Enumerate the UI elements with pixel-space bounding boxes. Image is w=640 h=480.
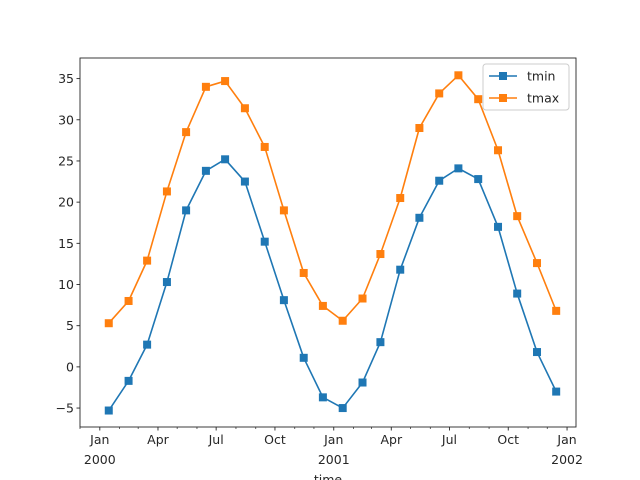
data-point-tmin xyxy=(338,404,347,413)
data-point-tmax xyxy=(221,77,230,86)
series-line-tmax xyxy=(108,74,557,324)
data-point-tmin xyxy=(201,166,210,175)
x-tick-label: Jul xyxy=(441,432,457,447)
legend-swatch-marker xyxy=(499,72,507,80)
x-tick-label: Jul xyxy=(208,432,224,447)
data-point-tmax xyxy=(513,212,522,221)
data-point-tmin xyxy=(474,175,483,184)
data-point-tmax xyxy=(162,187,171,196)
data-point-tmin xyxy=(240,177,249,186)
data-point-tmin xyxy=(513,289,522,298)
x-tick-label: Oct xyxy=(264,432,286,447)
y-tick-label: 20 xyxy=(58,195,74,210)
data-point-tmin xyxy=(552,387,561,396)
data-point-tmin xyxy=(279,296,288,305)
y-tick-label: 15 xyxy=(58,236,74,251)
y-tick-label: 10 xyxy=(58,277,74,292)
x-tick-label: Jan xyxy=(556,432,576,447)
data-point-tmin xyxy=(104,406,113,415)
data-point-tmax xyxy=(260,142,269,151)
data-point-tmax xyxy=(415,124,424,133)
data-point-tmax xyxy=(474,95,483,104)
data-point-tmin xyxy=(533,348,542,357)
data-point-tmin xyxy=(143,340,152,349)
axes-frame xyxy=(79,57,577,428)
x-tick-year-label: 2001 xyxy=(318,452,350,467)
y-tick-label: 5 xyxy=(66,318,74,333)
data-point-tmax xyxy=(552,306,561,315)
y-tick-label: −5 xyxy=(56,401,74,416)
data-point-tmax xyxy=(143,256,152,265)
x-tick-year-label: 2002 xyxy=(551,452,583,467)
data-point-tmin xyxy=(299,353,308,362)
legend-swatch-marker xyxy=(499,94,507,102)
data-point-tmax xyxy=(494,146,503,155)
data-point-tmax xyxy=(279,206,288,215)
data-point-tmax xyxy=(396,194,405,203)
data-point-tmin xyxy=(435,176,444,185)
y-axis-ticks: −5 0 5 10 15 20 25 30 35 xyxy=(56,71,80,416)
series-tmax xyxy=(104,71,561,328)
data-point-tmax xyxy=(201,82,210,91)
y-tick-label: 25 xyxy=(58,153,74,168)
y-tick-label: 0 xyxy=(66,359,74,374)
data-point-tmax xyxy=(454,71,463,80)
data-point-tmax xyxy=(299,268,308,277)
data-point-tmax xyxy=(182,128,191,137)
y-tick-label: 30 xyxy=(58,112,74,127)
series-line-tmin xyxy=(108,158,557,411)
data-point-tmin xyxy=(376,338,385,347)
legend: tmin tmax xyxy=(482,63,570,111)
data-point-tmax xyxy=(124,296,133,305)
data-point-tmin xyxy=(415,213,424,222)
data-point-tmax xyxy=(376,250,385,259)
data-point-tmax xyxy=(358,294,367,303)
data-point-tmin xyxy=(221,155,230,164)
legend-label: tmin xyxy=(527,69,555,84)
legend-item-tmax: tmax xyxy=(489,91,559,106)
legend-item-tmin: tmin xyxy=(489,69,555,84)
data-point-tmax xyxy=(240,104,249,113)
x-tick-year-label: 2000 xyxy=(84,452,116,467)
x-tick-label: Apr xyxy=(147,432,169,447)
data-point-tmax xyxy=(435,89,444,98)
data-point-tmin xyxy=(260,237,269,246)
y-tick-label: 35 xyxy=(58,71,74,86)
x-axis-label: time xyxy=(314,472,343,480)
data-point-tmin xyxy=(318,393,327,402)
data-point-tmax xyxy=(104,319,113,328)
data-point-tmin xyxy=(182,206,191,215)
legend-label: tmax xyxy=(527,91,559,106)
x-tick-label: Jan xyxy=(89,432,109,447)
x-tick-label: Jan xyxy=(323,432,343,447)
data-point-tmin xyxy=(494,222,503,231)
x-tick-label: Apr xyxy=(380,432,402,447)
data-point-tmax xyxy=(533,259,542,268)
series-layer xyxy=(104,71,561,415)
data-point-tmin xyxy=(454,164,463,173)
data-point-tmax xyxy=(318,301,327,310)
x-axis-ticks: Jan 2000 Apr Jul Oct Jan 2001 Apr Jul Oct Jan 2002 xyxy=(79,427,583,467)
data-point-tmin xyxy=(358,378,367,387)
data-point-tmin xyxy=(124,376,133,385)
data-point-tmin xyxy=(396,265,405,274)
data-point-tmax xyxy=(338,316,347,325)
data-point-tmin xyxy=(162,278,171,287)
plot-area xyxy=(79,57,577,428)
series-tmin xyxy=(104,155,561,415)
x-tick-label: Oct xyxy=(497,432,519,447)
